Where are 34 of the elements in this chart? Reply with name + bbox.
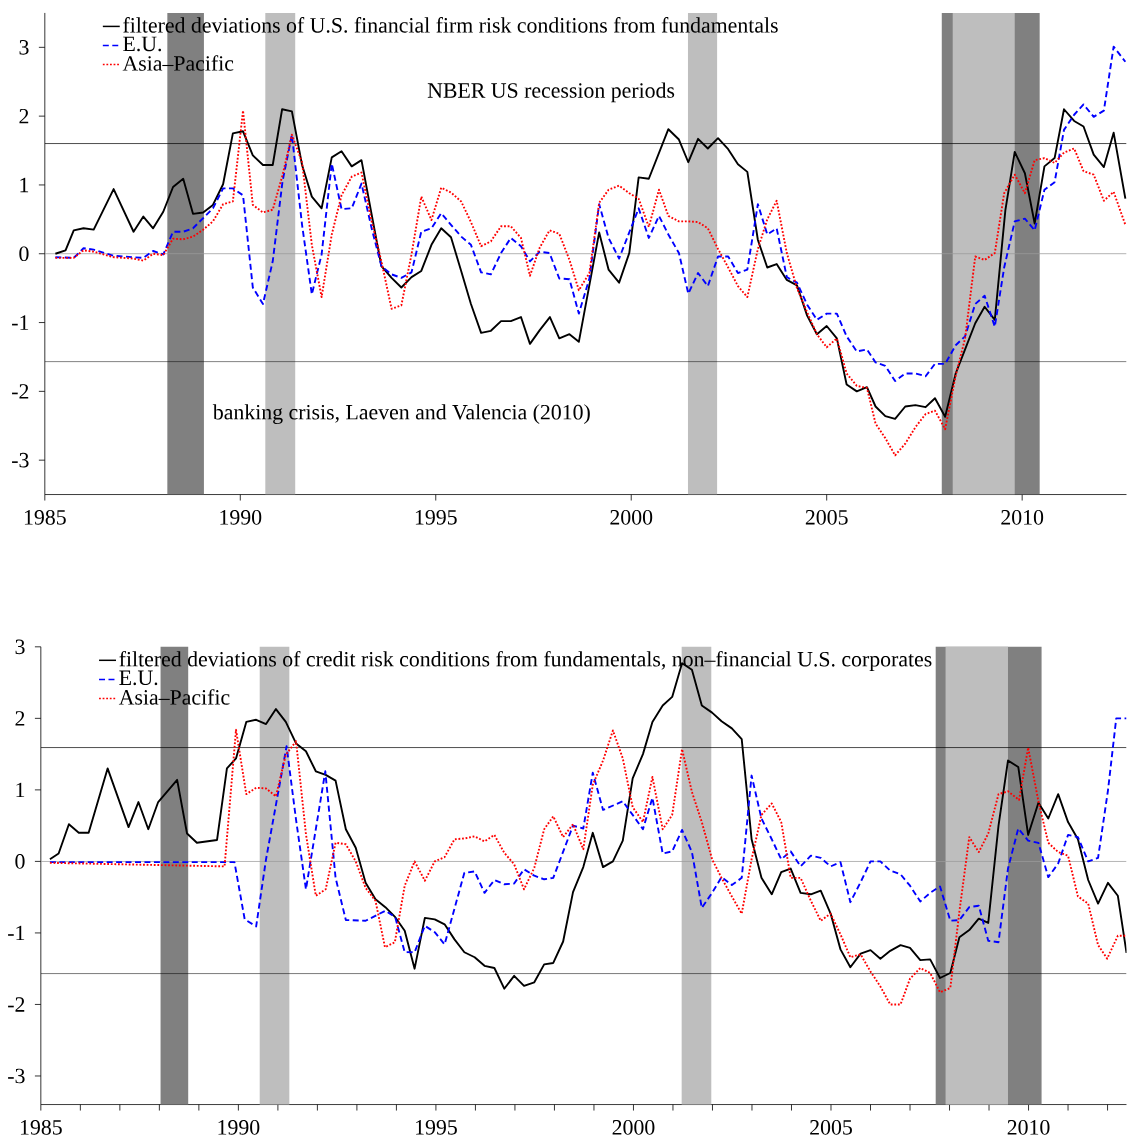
y-tick-label: 3 — [19, 40, 29, 55]
y-tick-label: 3 — [15, 639, 25, 655]
y-tick-label: -2 — [12, 384, 29, 399]
x-tick-label: 1985 — [20, 1120, 62, 1135]
legend-label: filtered deviations of U.S. financial firm risk conditions from fundamentals — [123, 17, 778, 33]
x-tick-label: 2000 — [610, 509, 653, 525]
legend-label: Asia–Pacific — [118, 689, 230, 705]
x-tick-label: 1995 — [416, 1120, 457, 1135]
y-tick-label: 0 — [19, 246, 29, 262]
y-tick-label: 2 — [15, 711, 25, 726]
legend-label: E.U. — [119, 670, 158, 686]
x-tick-label: 1985 — [24, 509, 66, 525]
y-tick-label: -3 — [12, 452, 29, 468]
x-tick-label: 2010 — [1007, 1120, 1050, 1135]
x-tick-label: 1990 — [218, 1120, 260, 1135]
x-tick-label: 2000 — [612, 1120, 655, 1135]
x-tick-label: 2010 — [1001, 509, 1044, 525]
y-tick-label: 0 — [15, 854, 25, 869]
x-tick-label: 1990 — [220, 509, 262, 525]
x-tick-label: 2005 — [810, 1120, 852, 1135]
annotation: banking crisis, Laeven and Valencia (2010) — [212, 404, 590, 425]
y-tick-label: 2 — [19, 108, 29, 124]
y-tick-label: 1 — [16, 782, 25, 798]
x-tick-label: 2005 — [805, 509, 848, 525]
x-tick-label: 1995 — [415, 509, 457, 525]
y-tick-label: -1 — [12, 315, 29, 330]
y-tick-label: -1 — [8, 925, 25, 941]
legend-label: E.U. — [123, 36, 162, 52]
y-tick-label: -3 — [8, 1068, 25, 1084]
legend-label: Asia–Pacific — [122, 55, 234, 71]
annotation: NBER US recession periods — [427, 82, 675, 103]
legend-label: filtered deviations of credit risk conditions from fundamentals, non–financial U.S. corporates — [119, 650, 932, 671]
y-tick-label: 1 — [20, 177, 29, 193]
y-tick-label: -2 — [8, 997, 25, 1012]
